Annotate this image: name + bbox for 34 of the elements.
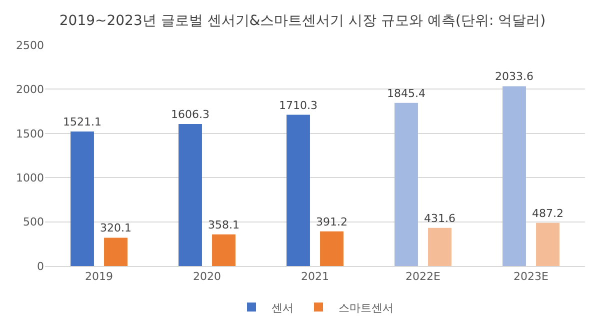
x-tick-label: 2020	[193, 270, 221, 284]
data-label: 358.1	[208, 218, 240, 232]
data-label: 2033.6	[495, 70, 534, 84]
data-label: 1606.3	[171, 108, 210, 121]
bar	[70, 132, 94, 266]
bar	[104, 238, 128, 266]
chart-title: 2019~2023년 글로벌 센서기&스마트센서기 시장 규모와 예측(단위: 억달러)	[59, 12, 546, 29]
bar	[394, 102, 418, 266]
data-label: 431.6	[424, 212, 456, 225]
y-tick-label: 1500	[16, 127, 44, 140]
y-tick-label: 2000	[16, 83, 44, 96]
y-tick-label: 2500	[16, 38, 44, 52]
bar	[178, 124, 202, 266]
y-tick-label: 500	[23, 216, 44, 229]
x-tick-label: 2022E	[406, 270, 441, 284]
data-label: 320.1	[100, 222, 132, 235]
data-label: 487.2	[532, 206, 564, 220]
bar	[212, 234, 236, 266]
y-tick-label: 1000	[16, 171, 44, 184]
data-label: 1845.4	[387, 86, 426, 100]
data-label: 1710.3	[279, 98, 318, 112]
bar	[502, 86, 526, 266]
data-label: 391.2	[316, 215, 348, 228]
y-tick-label: 0	[37, 260, 44, 273]
bar	[536, 222, 560, 266]
bar	[320, 231, 344, 266]
x-tick-label: 2023E	[514, 270, 549, 284]
data-label: 1521.1	[63, 116, 102, 129]
x-tick-label: 2019	[85, 270, 113, 284]
x-tick-label: 2021	[301, 270, 329, 284]
legend-label: 센서	[272, 301, 294, 314]
bar	[428, 228, 452, 266]
bar	[286, 114, 310, 266]
legend-label: 스마트센서	[338, 301, 394, 314]
